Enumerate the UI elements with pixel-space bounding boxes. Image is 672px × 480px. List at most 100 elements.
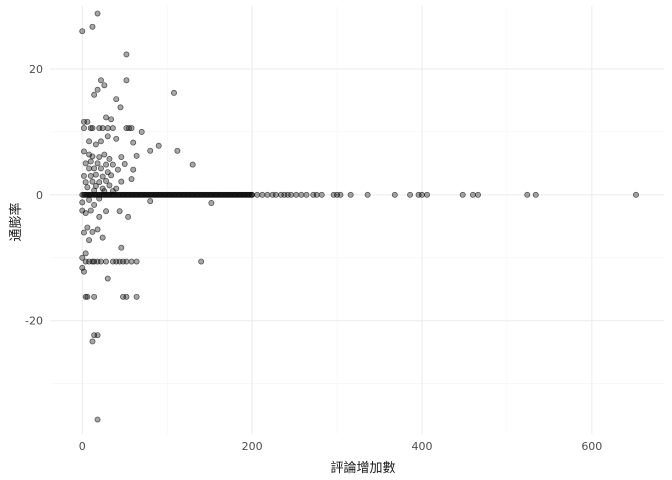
data-point [94, 160, 101, 167]
data-point [92, 141, 99, 148]
data-point [81, 172, 87, 179]
data-point [189, 161, 196, 168]
data-point [337, 191, 344, 198]
data-point [128, 125, 135, 132]
data-point [109, 188, 116, 194]
data-point [103, 208, 109, 215]
data-point [106, 155, 113, 162]
data-point [116, 208, 123, 215]
data-point [94, 332, 101, 339]
data-point [82, 250, 89, 257]
data-point [84, 224, 91, 231]
data-point [86, 165, 93, 172]
data-point [86, 151, 93, 158]
data-point [98, 77, 104, 84]
x-tick-label: 0 [79, 440, 86, 453]
data-point [174, 147, 181, 154]
data-point [84, 184, 91, 191]
data-point [391, 191, 398, 198]
data-point [81, 125, 87, 132]
data-point [109, 125, 116, 132]
data-point [130, 139, 137, 146]
data-point [532, 191, 539, 198]
data-point [91, 91, 98, 98]
data-point [94, 10, 101, 17]
data-point [99, 173, 106, 180]
data-point [103, 161, 109, 168]
data-point [318, 191, 325, 198]
data-point [96, 179, 103, 186]
data-point [84, 293, 91, 300]
data-point [117, 104, 124, 111]
data-point [91, 165, 98, 172]
data-point [86, 138, 93, 145]
data-point [424, 191, 431, 198]
data-points [79, 10, 639, 423]
data-point [133, 293, 140, 300]
data-point [118, 154, 125, 161]
data-point [82, 179, 89, 186]
data-point [104, 275, 111, 282]
data-point [114, 166, 121, 173]
data-point [79, 28, 86, 35]
data-point [128, 176, 135, 183]
data-point [524, 191, 531, 198]
x-axis-title: 評論增加數 [330, 460, 395, 476]
y-tick-label: -20 [25, 315, 43, 328]
data-point [87, 158, 94, 165]
data-point [103, 258, 109, 265]
data-point [633, 191, 639, 198]
data-point [94, 416, 101, 423]
y-axis-ticks: -20 0 20 [25, 63, 43, 328]
data-point [264, 191, 271, 198]
data-point [101, 82, 108, 89]
data-point [123, 293, 130, 300]
data-point [113, 135, 120, 142]
data-point [298, 191, 305, 198]
data-point [84, 118, 91, 125]
data-point [288, 191, 295, 198]
data-point [86, 237, 93, 244]
data-point [87, 207, 94, 214]
data-point [147, 198, 154, 205]
data-point [198, 258, 205, 265]
data-point [96, 213, 103, 220]
data-point [109, 161, 116, 168]
data-point [89, 153, 96, 160]
data-point [419, 191, 425, 198]
data-point [407, 191, 414, 198]
data-point [89, 229, 96, 235]
data-point [108, 116, 115, 123]
data-point [87, 172, 94, 179]
data-point [79, 199, 86, 206]
data-point [96, 195, 103, 202]
data-point [123, 51, 130, 58]
data-point [121, 161, 128, 167]
data-point [123, 258, 130, 265]
data-point [98, 165, 104, 172]
data-point [98, 138, 104, 145]
data-point [101, 151, 108, 158]
data-point [82, 160, 89, 167]
data-point [293, 191, 300, 198]
data-point [101, 188, 108, 194]
data-point [118, 178, 125, 185]
data-point [208, 200, 215, 206]
data-point [108, 172, 115, 179]
data-point [104, 133, 111, 140]
data-point [459, 191, 466, 198]
data-point [86, 196, 93, 203]
data-point [92, 171, 99, 178]
data-point [254, 191, 261, 198]
data-point [89, 23, 96, 30]
data-point [91, 187, 98, 194]
data-point [128, 258, 135, 265]
y-tick-label: 0 [36, 189, 43, 202]
data-point [91, 293, 98, 300]
data-point [347, 191, 354, 198]
data-point [96, 154, 103, 161]
y-axis-title: 通膨率 [8, 202, 24, 241]
data-point [99, 125, 106, 132]
data-point [94, 226, 101, 233]
